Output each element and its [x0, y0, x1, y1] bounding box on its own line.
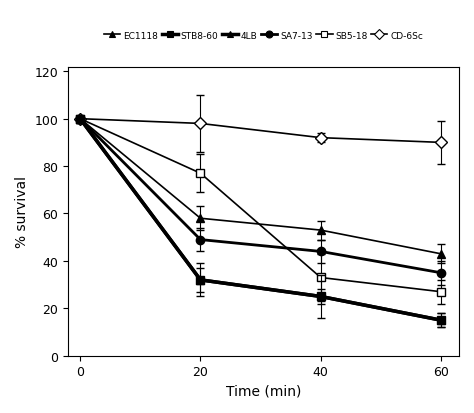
- Legend: EC1118, STB8-60, 4LB, SA7-13, SB5-18, CD-6Sc: EC1118, STB8-60, 4LB, SA7-13, SB5-18, CD…: [104, 31, 423, 40]
- Y-axis label: % survival: % survival: [15, 176, 29, 247]
- X-axis label: Time (min): Time (min): [226, 384, 301, 398]
